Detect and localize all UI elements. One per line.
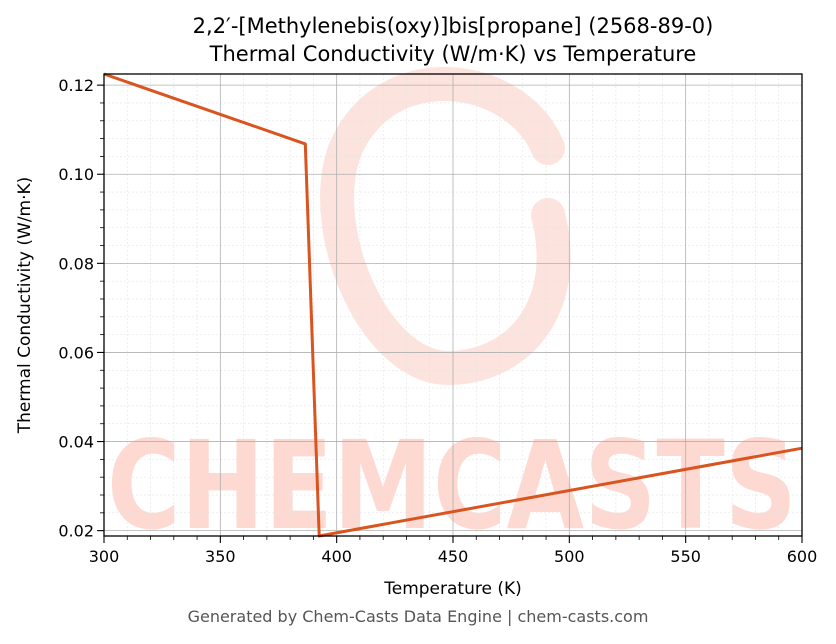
series-line-thermal-conductivity (103, 72, 803, 538)
x-axis-label: Temperature (K) (383, 579, 522, 599)
chart-subtitle: Thermal Conductivity (W/m·K) vs Temperat… (209, 42, 697, 66)
x-tick-label: 450 (438, 547, 469, 566)
chart-title: 2,2′-[Methylenebis(oxy)]bis[propane] (25… (193, 14, 714, 38)
x-tick-label: 550 (670, 547, 701, 566)
y-tick-label: 0.08 (58, 254, 94, 273)
watermark-logo: CHEMCASTS (107, 67, 797, 557)
y-tick-label: 0.10 (58, 165, 94, 184)
x-tick-label: 500 (554, 547, 585, 566)
y-tick-label: 0.04 (58, 433, 94, 452)
footer-credit: Generated by Chem-Casts Data Engine | ch… (187, 607, 649, 626)
x-tick-label: 300 (89, 547, 120, 566)
y-axis-label: Thermal Conductivity (W/m·K) (15, 177, 35, 435)
y-tick-label: 0.06 (58, 343, 94, 362)
x-tick-label: 350 (205, 547, 236, 566)
x-tick-label: 400 (321, 547, 352, 566)
watermark-text: CHEMCASTS (107, 415, 797, 557)
series-layer (103, 72, 803, 538)
axis-ticks: 300 350 400 450 500 550 600 0.02 0.04 0.06 0.08 0.1… (58, 76, 817, 566)
x-tick-label: 600 (787, 547, 818, 566)
y-tick-label: 0.02 (58, 522, 94, 541)
y-tick-label: 0.12 (58, 76, 94, 95)
